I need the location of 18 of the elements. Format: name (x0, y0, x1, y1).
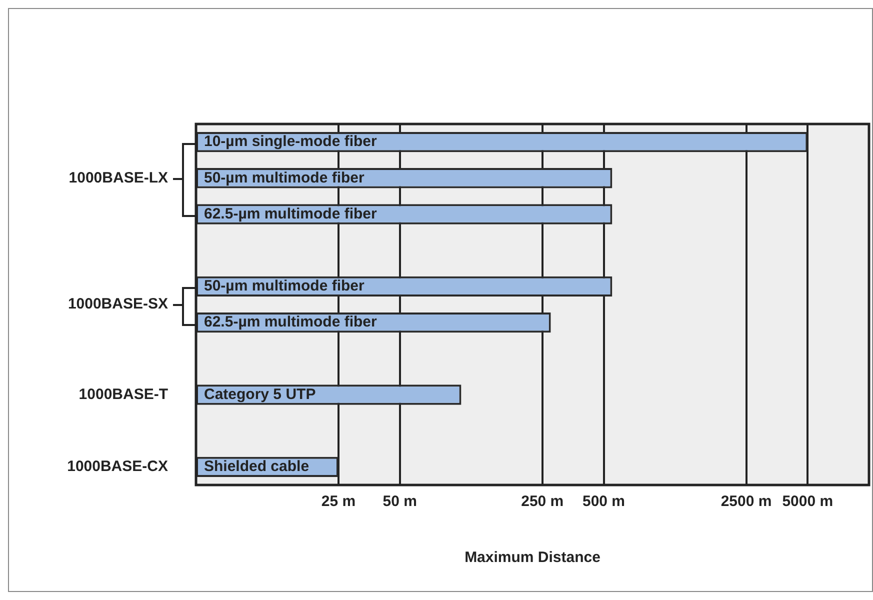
y-tick-label: Category 5 UTP (204, 386, 316, 403)
text: 1000BASE-SX (68, 296, 168, 313)
y-tick-label: Shielded cable (204, 458, 310, 476)
y-tick-label: 10-µm single-mode fiber (204, 133, 378, 150)
y-tick-label: 62.5-µm multimode fiber (204, 314, 378, 331)
x-tick-label: 5000 m (782, 493, 834, 510)
x-axis-title: Maximum Distance (464, 549, 600, 566)
y-tick-label: 62.5-µm multimode fiber (204, 205, 378, 222)
text: 1000BASE-T (78, 386, 168, 403)
x-tick-label: 2500 m (720, 493, 772, 510)
y-tick-label: 50-µm multimode fiber (204, 169, 364, 186)
text: 1000BASE-CX (67, 458, 168, 476)
x-tick-label: 25 m (321, 493, 356, 510)
y-tick-label: 50-µm multimode fiber (204, 278, 364, 295)
text: 1000BASE-LX (68, 169, 168, 186)
x-tick-label: 50 m (382, 493, 417, 510)
x-tick-label: 500 m (582, 493, 626, 510)
x-tick-label: 250 m (521, 493, 564, 510)
